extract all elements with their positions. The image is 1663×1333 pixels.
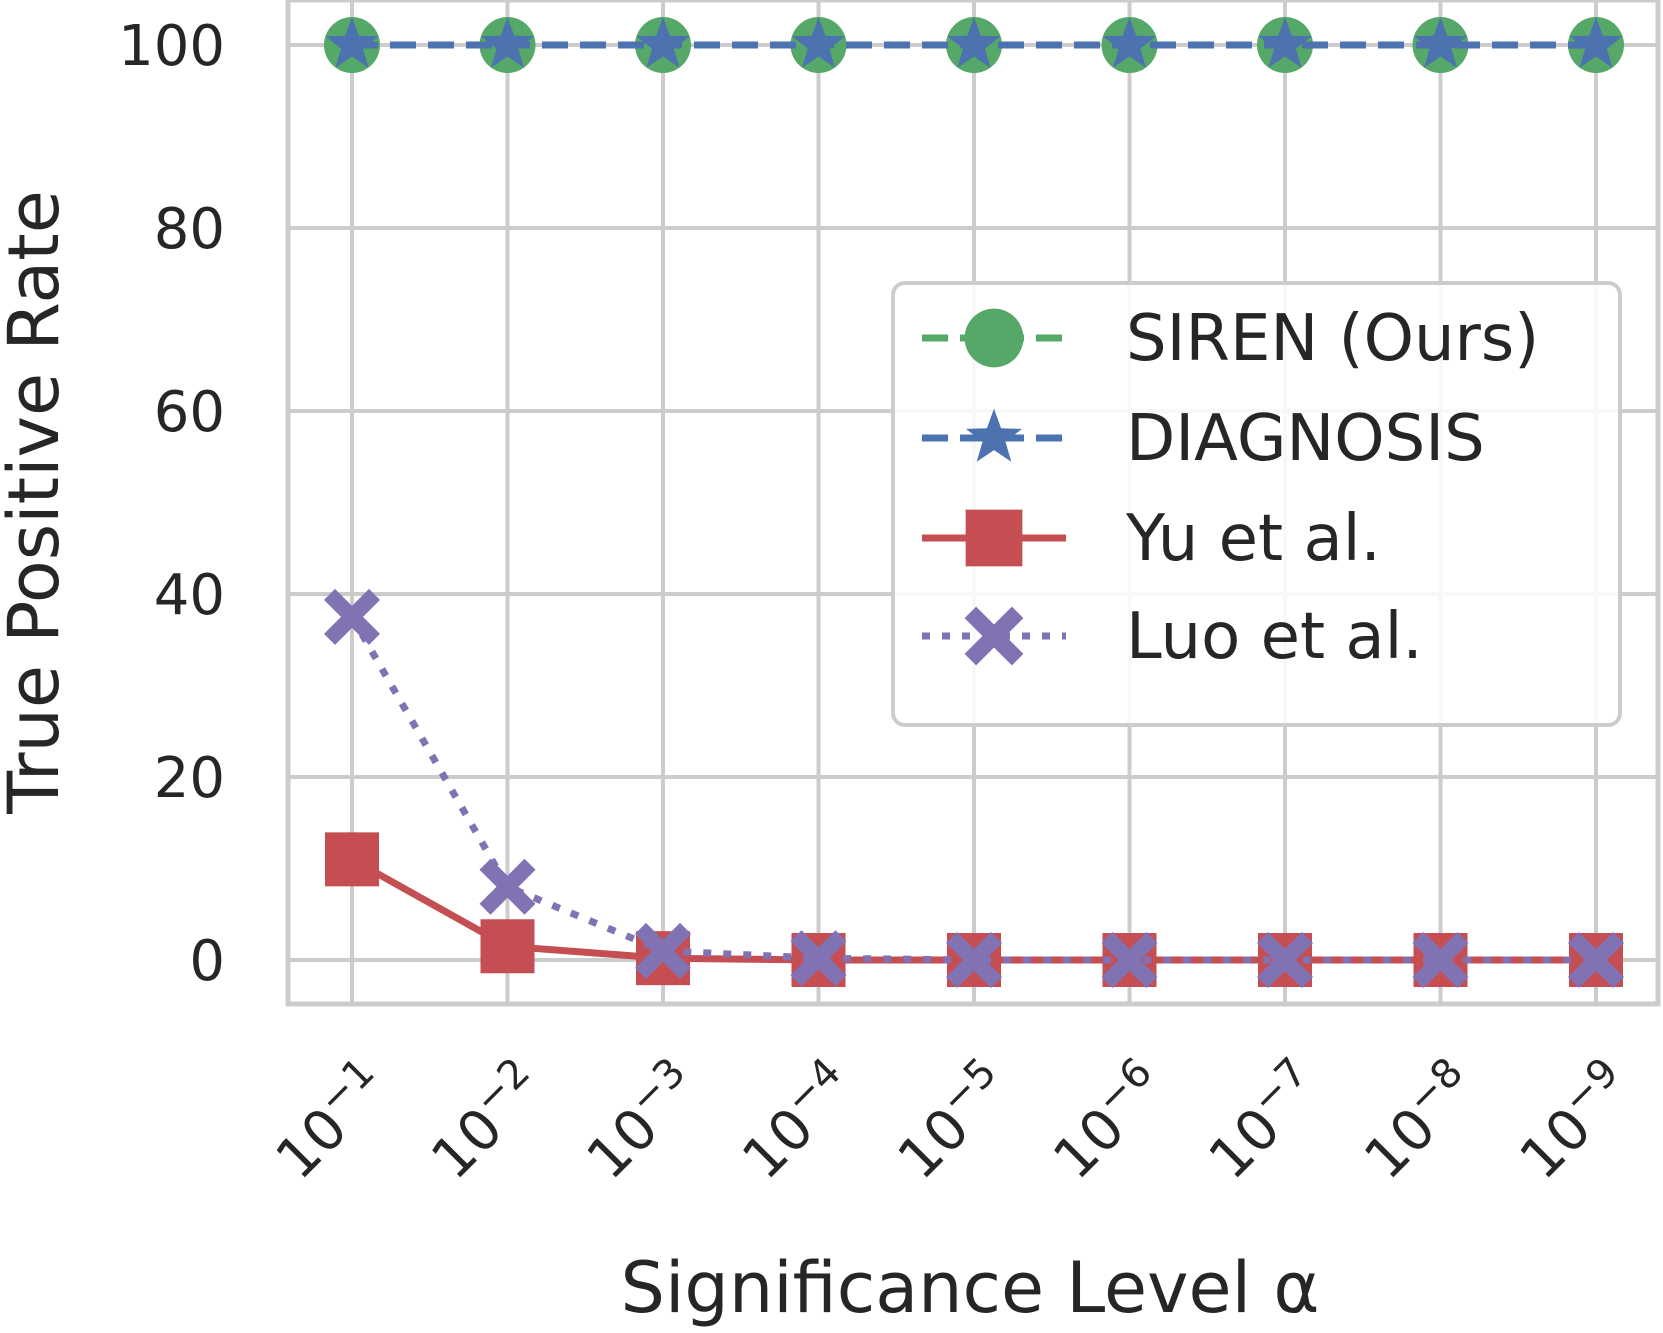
data-point bbox=[1569, 17, 1623, 68]
y-tick-label: 40 bbox=[154, 563, 225, 628]
legend-marker bbox=[964, 606, 1024, 666]
series-luo-et-al bbox=[324, 588, 1624, 988]
data-point bbox=[791, 17, 846, 68]
series-diagnosis bbox=[325, 17, 1623, 68]
data-point bbox=[1257, 932, 1313, 988]
x-axis-label: Significance Level α bbox=[621, 1247, 1320, 1329]
legend-marker bbox=[966, 408, 1022, 462]
y-tick-label: 80 bbox=[154, 197, 225, 262]
data-point bbox=[1101, 932, 1158, 988]
y-tick-label: 0 bbox=[189, 929, 225, 994]
data-point bbox=[480, 17, 535, 68]
y-tick-label: 60 bbox=[154, 380, 225, 445]
legend: SIREN (Ours) DIAGNOSIS Yu et al. Luo et al. bbox=[891, 281, 1622, 727]
legend-marker bbox=[964, 308, 1024, 368]
data-point bbox=[324, 588, 380, 645]
legend-label: Yu et al. bbox=[1125, 502, 1381, 576]
data-point bbox=[1258, 17, 1312, 68]
data-point bbox=[947, 17, 1001, 68]
y-tick-label: 20 bbox=[154, 746, 225, 811]
data-point bbox=[636, 17, 690, 68]
legend-frame bbox=[891, 281, 1622, 727]
legend-item: DIAGNOSIS bbox=[922, 402, 1485, 476]
data-point bbox=[635, 922, 691, 979]
data-point bbox=[325, 17, 379, 68]
data-point bbox=[325, 832, 379, 887]
legend-marker bbox=[965, 509, 1023, 567]
data-point bbox=[1568, 932, 1624, 988]
legend-item: SIREN (Ours) bbox=[922, 302, 1539, 376]
plot-frame bbox=[285, 0, 1661, 1007]
y-tick-label: 100 bbox=[118, 14, 225, 79]
y-axis-label: True Positive Rate bbox=[0, 190, 75, 815]
data-point bbox=[946, 932, 1002, 988]
data-point bbox=[790, 930, 847, 987]
data-point bbox=[1412, 932, 1469, 988]
legend-item: Luo et al. bbox=[922, 600, 1423, 674]
data-point bbox=[1102, 17, 1157, 68]
y-tick-labels: 0 20 40 60 80 100 bbox=[118, 14, 225, 994]
legend-label: Luo et al. bbox=[1126, 600, 1423, 674]
data-point bbox=[479, 858, 536, 915]
data-point bbox=[480, 919, 535, 974]
series-line bbox=[348, 615, 1596, 964]
legend-label: SIREN (Ours) bbox=[1126, 302, 1539, 376]
legend-label: DIAGNOSIS bbox=[1126, 402, 1485, 476]
series-layer bbox=[324, 17, 1624, 988]
legend-item: Yu et al. bbox=[922, 502, 1381, 576]
data-point bbox=[1413, 17, 1468, 68]
